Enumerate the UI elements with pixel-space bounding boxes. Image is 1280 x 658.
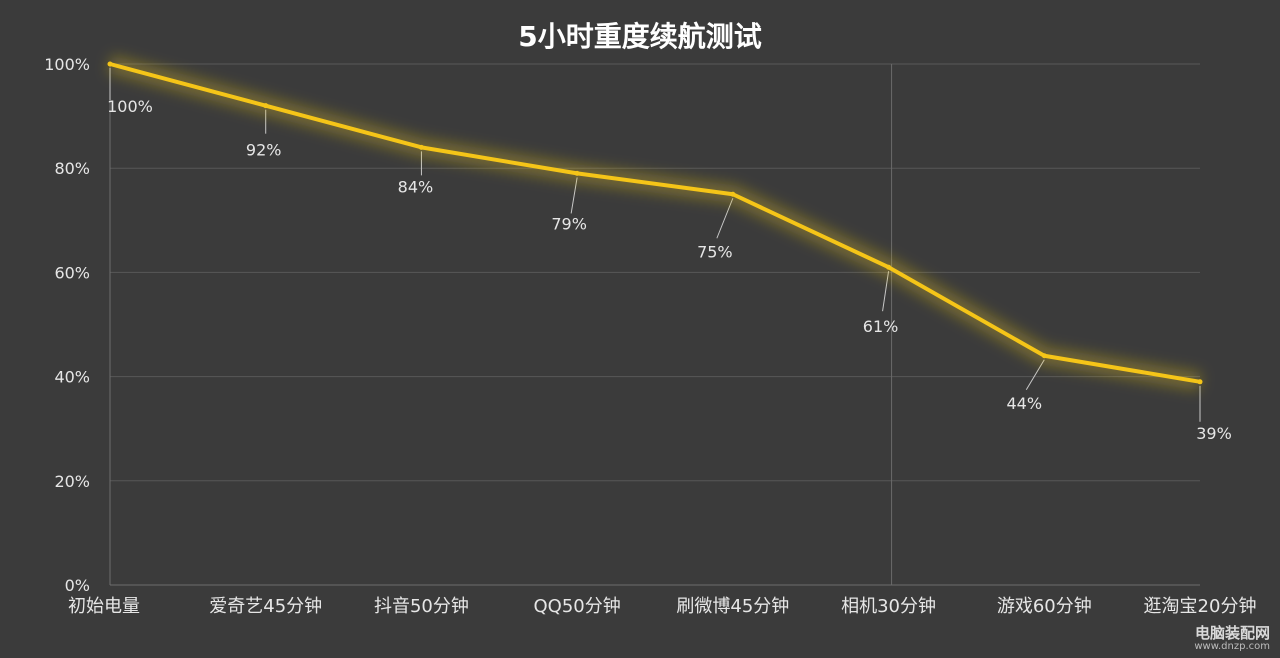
y-axis-tick-labels: 0% 20% 40% 60% 80% 100%: [44, 55, 90, 595]
y-tick-label: 100%: [44, 55, 90, 74]
x-category-label: 抖音50分钟: [374, 596, 469, 617]
data-label: 100%: [107, 97, 153, 116]
series-line-glow: [107, 55, 1202, 391]
data-label-leader: [716, 198, 734, 239]
data-point: [107, 61, 113, 67]
data-label: 84%: [398, 177, 434, 196]
data-label: 79%: [551, 214, 587, 233]
data-label: 75%: [697, 242, 733, 261]
series-line-group: [107, 55, 1203, 391]
chart-title: 5小时重度续航测试: [518, 20, 761, 53]
watermark-text: 电脑装配网: [1194, 623, 1270, 642]
data-label: 39%: [1196, 424, 1232, 443]
watermark-url: www.dnzp.com: [1194, 641, 1270, 652]
y-tick-label: 40%: [54, 368, 90, 387]
x-category-label: 逛淘宝20分钟: [1144, 596, 1257, 617]
y-tick-label: 20%: [54, 472, 90, 491]
watermark: 电脑装配网 www.dnzp.com: [1194, 623, 1270, 652]
data-point: [574, 170, 580, 176]
y-tick-label: 60%: [54, 263, 90, 282]
data-point: [886, 264, 892, 270]
data-label: 61%: [863, 317, 899, 336]
data-label: 44%: [1007, 394, 1043, 413]
data-point: [418, 144, 424, 150]
x-category-label: 游戏60分钟: [997, 596, 1092, 617]
x-axis-category-labels: 初始电量 爱奇艺45分钟 抖音50分钟 QQ50分钟 刷微博45分钟 相机30分钟 游戏60…: [68, 596, 1256, 617]
data-label-leader: [882, 271, 890, 312]
data-labels: 100% 92% 84% 79% 75% 61% 44% 39%: [107, 97, 1232, 443]
series-line: [108, 62, 1202, 384]
data-point: [730, 191, 736, 197]
gridlines: [109, 63, 1200, 586]
x-category-label: 初始电量: [68, 596, 140, 617]
y-tick-label: 80%: [54, 159, 90, 178]
data-label-leader-lines: [109, 68, 1201, 422]
data-point: [1041, 353, 1047, 359]
y-tick-label: 0%: [65, 576, 90, 595]
x-category-label: QQ50分钟: [534, 596, 621, 617]
x-category-label: 刷微博45分钟: [676, 596, 789, 617]
data-point: [1197, 379, 1203, 385]
x-category-label: 爱奇艺45分钟: [209, 596, 322, 617]
data-point: [263, 103, 269, 109]
data-label-leader: [570, 177, 578, 214]
data-label: 92%: [246, 141, 282, 160]
data-label-leader: [1025, 359, 1045, 391]
x-category-label: 相机30分钟: [841, 596, 936, 617]
